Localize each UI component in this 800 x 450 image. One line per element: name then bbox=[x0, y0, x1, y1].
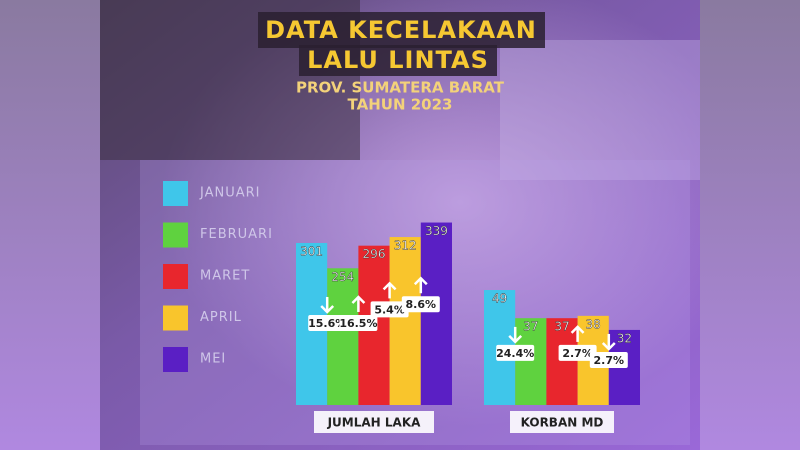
value-label: 301 bbox=[300, 244, 323, 258]
legend-label: JANUARI bbox=[199, 186, 261, 201]
change-arrowhead bbox=[320, 305, 335, 314]
change-label: 8.6% bbox=[406, 298, 437, 311]
change-label: 24.4% bbox=[496, 347, 534, 360]
subtitle: PROV. SUMATERA BARAT bbox=[296, 79, 505, 97]
bar bbox=[515, 318, 547, 405]
legend-swatch bbox=[163, 181, 188, 206]
change-label: 5.4% bbox=[374, 303, 405, 316]
group-label-box bbox=[510, 411, 614, 433]
legend-label: APRIL bbox=[200, 310, 242, 325]
group-label: JUMLAH LAKA bbox=[327, 416, 422, 430]
subtitle: TAHUN 2023 bbox=[348, 96, 453, 114]
value-label: 296 bbox=[363, 247, 386, 261]
legend-label: FEBRUARI bbox=[200, 227, 273, 242]
change-box bbox=[589, 351, 628, 368]
title: DATA KECELAKAAN bbox=[265, 16, 537, 44]
value-label: 254 bbox=[331, 270, 354, 284]
change-box bbox=[339, 314, 378, 331]
legend-swatch bbox=[163, 305, 188, 331]
change-label: 2.7% bbox=[562, 347, 593, 360]
value-label: 37 bbox=[523, 320, 538, 334]
value-label: 312 bbox=[394, 239, 417, 253]
change-label: 2.7% bbox=[594, 354, 625, 367]
change-box bbox=[370, 301, 409, 318]
overpass bbox=[500, 40, 700, 180]
change-box bbox=[558, 344, 597, 361]
legend-swatch bbox=[163, 222, 188, 248]
title-box bbox=[258, 12, 545, 48]
change-arrowhead bbox=[570, 325, 585, 334]
bar bbox=[327, 268, 359, 405]
title-box bbox=[299, 45, 497, 76]
title: LALU LINTAS bbox=[307, 46, 489, 74]
change-label: 15.6% bbox=[308, 317, 346, 330]
bar bbox=[420, 222, 452, 405]
change-arrowhead bbox=[508, 335, 523, 344]
group-label: KORBAN MD bbox=[521, 416, 604, 430]
change-label: 16.5% bbox=[339, 317, 377, 330]
value-label: 49 bbox=[492, 292, 507, 306]
legend-label: MARET bbox=[200, 269, 250, 284]
plot: 301 254 296 312 339 15.6%16.5%5.4% 8.6% JUMLAH … bbox=[296, 222, 640, 433]
legend: JANUARI FEBRUARI MARET APRIL MEI bbox=[163, 181, 273, 372]
change-box bbox=[308, 314, 347, 331]
change-box bbox=[401, 296, 440, 313]
legend-label: MEI bbox=[200, 352, 226, 367]
change-arrowhead bbox=[601, 342, 616, 351]
change-arrowhead bbox=[351, 295, 366, 304]
legend-swatch bbox=[163, 264, 188, 289]
value-label: 37 bbox=[554, 320, 569, 334]
change-arrowhead bbox=[382, 281, 397, 291]
value-label: 32 bbox=[617, 331, 632, 345]
value-label: 339 bbox=[425, 224, 448, 238]
value-label: 38 bbox=[586, 317, 601, 331]
change-arrowhead bbox=[413, 276, 428, 286]
change-box bbox=[496, 344, 535, 361]
group-label-box bbox=[314, 411, 434, 433]
legend-swatch bbox=[163, 347, 188, 372]
bar bbox=[389, 237, 421, 405]
